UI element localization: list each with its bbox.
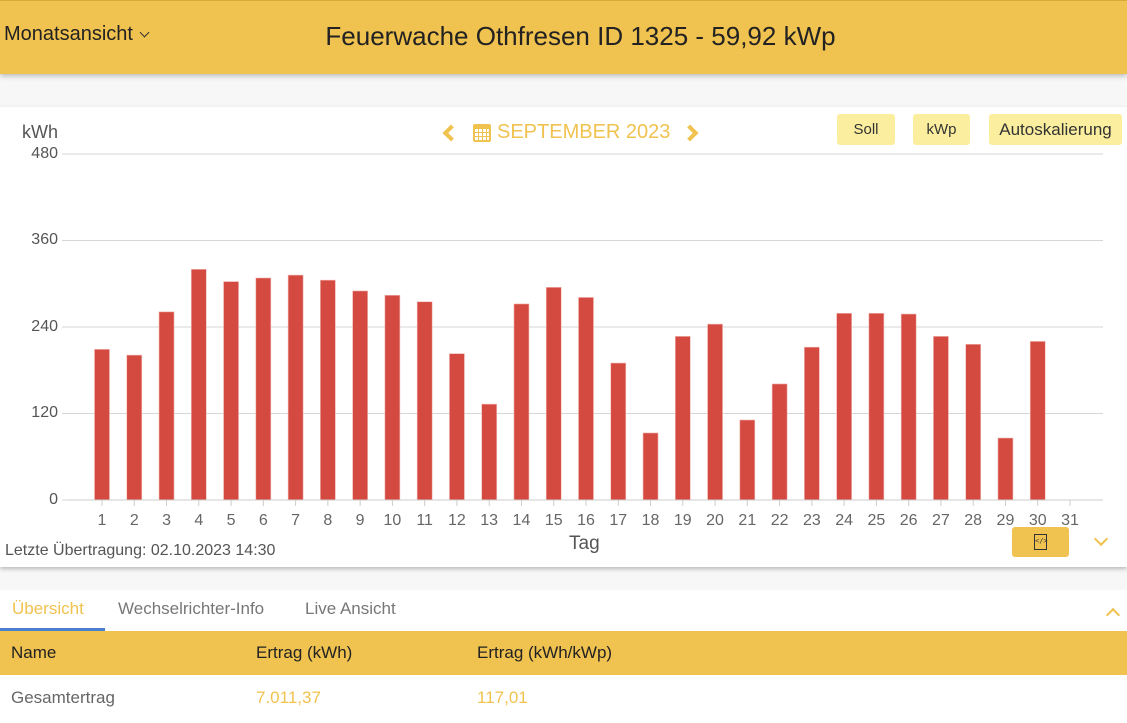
tab-uebersicht[interactable]: Übersicht bbox=[12, 599, 84, 618]
soll-toggle-button[interactable]: Soll bbox=[837, 114, 895, 145]
bar-day-23[interactable] bbox=[804, 346, 820, 501]
x-tick: 31 bbox=[1061, 512, 1079, 529]
column-header-ertrag-kwh: Ertrag (kWh) bbox=[256, 643, 353, 662]
view-selector-label: Monatsansicht bbox=[4, 23, 133, 45]
x-axis-label: Tag bbox=[569, 533, 600, 554]
tab-bar: Übersicht Wechselrichter-Info Live Ansic… bbox=[0, 590, 1127, 631]
top-bar: Monatsansicht Feuerwache Othfresen ID 13… bbox=[0, 0, 1127, 74]
bar-day-13[interactable] bbox=[481, 403, 498, 501]
table-header: Name Ertrag (kWh) Ertrag (kWh/kWp) bbox=[0, 631, 1127, 675]
x-tick: 2 bbox=[129, 512, 139, 529]
x-tick: 11 bbox=[416, 512, 433, 529]
bar-day-22[interactable] bbox=[771, 383, 788, 501]
y-tick: 120 bbox=[31, 404, 58, 421]
bar-day-3[interactable] bbox=[158, 311, 175, 501]
month-label[interactable]: SEPTEMBER 2023 bbox=[497, 121, 671, 143]
x-tick: 13 bbox=[480, 512, 499, 529]
bar-day-9[interactable] bbox=[352, 290, 368, 501]
y-tick: 0 bbox=[49, 491, 58, 508]
x-tick: 25 bbox=[867, 512, 886, 529]
x-tick: 5 bbox=[226, 512, 236, 529]
bar-day-2[interactable] bbox=[126, 354, 143, 501]
column-header-ertrag-kwh-kwp: Ertrag (kWh/kWp) bbox=[477, 643, 613, 662]
y-tick: 240 bbox=[31, 318, 58, 335]
page-title: Feuerwache Othfresen ID 1325 - 59,92 kWp bbox=[325, 21, 836, 51]
bar-chart bbox=[62, 153, 1103, 506]
x-tick: 7 bbox=[291, 512, 301, 529]
calendar-icon[interactable] bbox=[473, 123, 491, 142]
bar-day-25[interactable] bbox=[868, 313, 885, 501]
x-tick: 16 bbox=[577, 512, 595, 529]
autoscale-toggle-button[interactable]: Autoskalierung bbox=[989, 114, 1122, 145]
y-tick: 480 bbox=[31, 145, 58, 162]
bar-day-15[interactable] bbox=[545, 287, 562, 501]
x-tick: 1 bbox=[97, 512, 107, 529]
y-axis-label: kWh bbox=[22, 122, 58, 142]
x-tick: 3 bbox=[162, 512, 171, 529]
bar-day-24[interactable] bbox=[836, 313, 852, 501]
x-tick: 24 bbox=[835, 512, 854, 529]
x-tick: 26 bbox=[899, 512, 918, 529]
column-header-name: Name bbox=[11, 643, 57, 662]
bar-day-20[interactable] bbox=[707, 323, 723, 501]
x-tick: 21 bbox=[738, 512, 757, 529]
bar-day-27[interactable] bbox=[933, 336, 949, 501]
x-tick: 18 bbox=[641, 512, 660, 529]
bar-day-11[interactable] bbox=[416, 301, 433, 501]
bar-day-29[interactable] bbox=[997, 437, 1014, 501]
bar-day-19[interactable] bbox=[674, 336, 691, 501]
x-tick: 17 bbox=[609, 512, 628, 529]
x-tick: 20 bbox=[706, 512, 724, 529]
x-tick: 8 bbox=[323, 512, 333, 529]
bar-day-30[interactable] bbox=[1029, 341, 1046, 501]
x-tick: 22 bbox=[770, 512, 789, 529]
x-tick: 10 bbox=[383, 512, 402, 529]
tab-wechselrichter-info[interactable]: Wechselrichter-Info bbox=[118, 599, 265, 618]
bar-day-17[interactable] bbox=[610, 362, 627, 501]
kwp-toggle-button[interactable]: kWp bbox=[913, 114, 970, 145]
tab-live-ansicht[interactable]: Live Ansicht bbox=[305, 599, 396, 618]
bar-day-7[interactable] bbox=[287, 274, 304, 501]
collapse-chevron-up-icon[interactable] bbox=[1105, 607, 1121, 623]
x-tick: 23 bbox=[802, 512, 821, 529]
x-tick: 19 bbox=[673, 512, 692, 529]
bar-day-14[interactable] bbox=[513, 303, 530, 501]
x-tick: 28 bbox=[964, 512, 983, 529]
x-tick: 14 bbox=[512, 512, 531, 529]
x-tick: 29 bbox=[996, 512, 1015, 529]
row-name: Gesamtertrag bbox=[11, 688, 115, 707]
x-tick: 15 bbox=[544, 512, 563, 529]
bar-day-18[interactable] bbox=[642, 432, 659, 501]
x-tick: 27 bbox=[932, 512, 950, 529]
expand-chevron-down-icon[interactable] bbox=[1093, 531, 1109, 547]
bar-day-26[interactable] bbox=[900, 313, 917, 501]
last-transmission-text: Letzte Übertragung: 02.10.2023 14:30 bbox=[5, 542, 276, 559]
x-tick: 30 bbox=[1028, 512, 1047, 529]
bar-day-16[interactable] bbox=[578, 297, 594, 501]
x-tick: 4 bbox=[194, 512, 204, 529]
file-code-icon: </> bbox=[1034, 534, 1048, 550]
row-ertrag-kwh: 7.011,37 bbox=[256, 688, 321, 707]
bar-day-6[interactable] bbox=[255, 277, 272, 501]
table-row: Gesamtertrag 7.011,37 117,01 bbox=[0, 675, 1127, 723]
bar-day-21[interactable] bbox=[739, 419, 756, 501]
view-selector-dropdown[interactable]: Monatsansicht bbox=[4, 23, 150, 46]
export-button[interactable]: </> bbox=[1012, 527, 1069, 557]
bar-day-4[interactable] bbox=[191, 269, 207, 501]
month-navigator: SEPTEMBER 2023 bbox=[440, 121, 699, 144]
bar-day-12[interactable] bbox=[449, 353, 465, 501]
x-tick: 6 bbox=[258, 512, 268, 529]
bar-day-28[interactable] bbox=[965, 344, 982, 501]
x-tick: 9 bbox=[355, 512, 365, 529]
bar-day-5[interactable] bbox=[223, 281, 239, 501]
bar-day-1[interactable] bbox=[94, 349, 110, 501]
bar-day-8[interactable] bbox=[320, 279, 336, 501]
chart-card: SEPTEMBER 2023 Soll kWp Autoskalierung k… bbox=[0, 107, 1127, 567]
y-tick: 360 bbox=[31, 231, 58, 248]
active-tab-indicator bbox=[0, 628, 105, 631]
bar-day-10[interactable] bbox=[384, 294, 401, 501]
row-ertrag-kwh-kwp: 117,01 bbox=[477, 688, 528, 707]
x-tick: 12 bbox=[448, 512, 466, 529]
